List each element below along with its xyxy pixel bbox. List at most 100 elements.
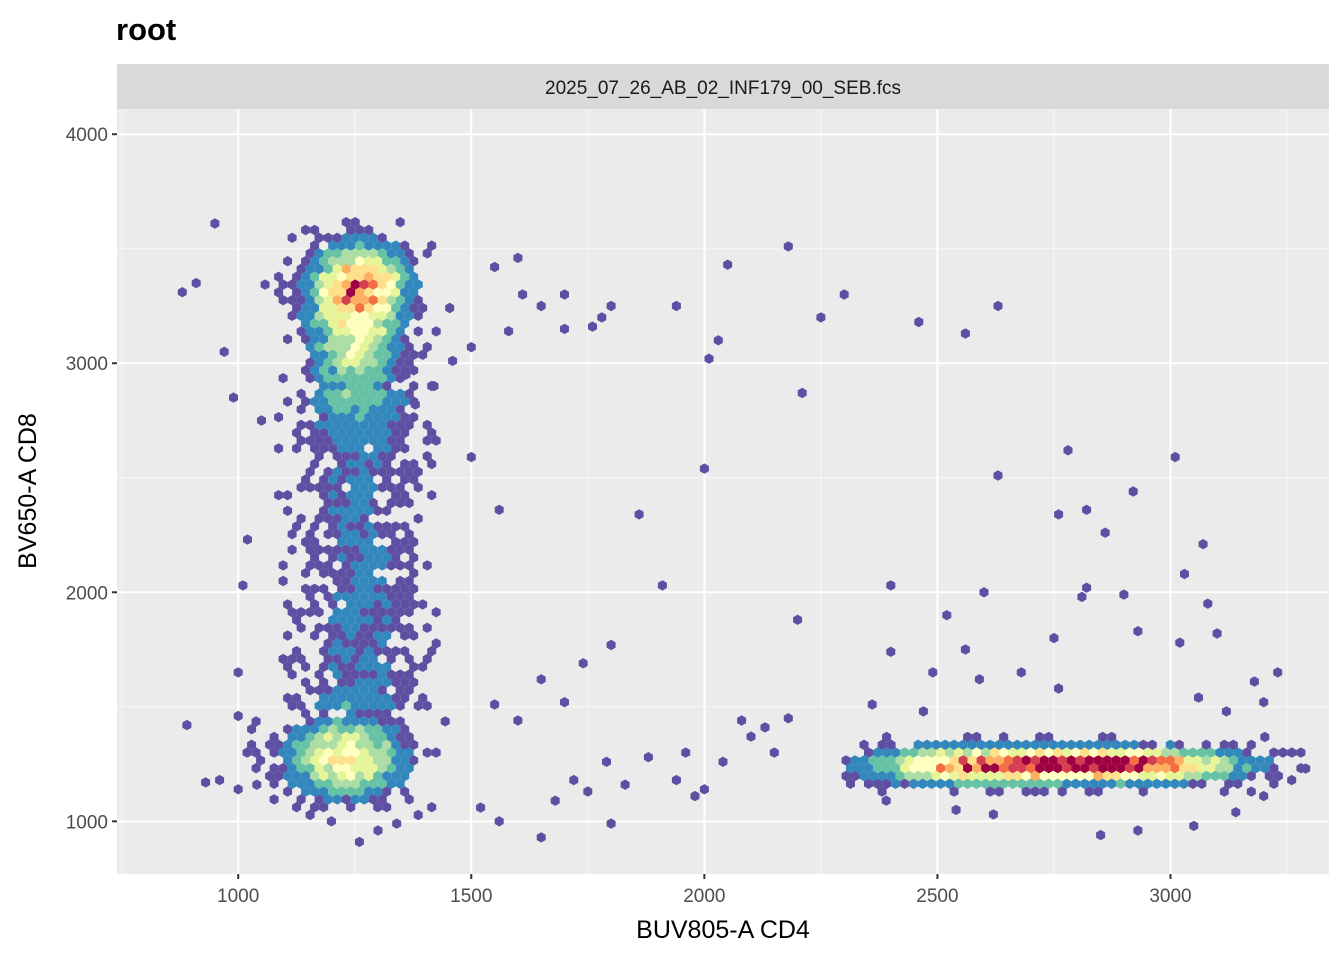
hex-bin xyxy=(346,396,356,407)
hex-bin xyxy=(963,763,973,774)
hex-bin xyxy=(346,661,356,672)
hex-bin xyxy=(413,466,423,477)
hex-bin xyxy=(400,396,410,407)
hex-bin-sparse xyxy=(657,580,667,591)
hex-bin xyxy=(391,271,401,282)
hex-bin xyxy=(373,318,383,329)
hex-bin xyxy=(1116,747,1126,758)
hex-bin xyxy=(332,622,342,633)
hex-bin xyxy=(350,217,360,228)
hex-bin xyxy=(413,482,423,493)
hex-bin xyxy=(373,240,383,251)
hex-bin xyxy=(301,708,311,719)
hex-bin xyxy=(305,466,315,477)
hex-bin xyxy=(278,653,288,665)
hex-bin xyxy=(1237,770,1247,782)
hex-bin xyxy=(931,770,941,782)
hex-bin xyxy=(305,731,315,743)
hex-bin xyxy=(355,708,365,719)
hex-bin xyxy=(377,607,387,618)
hex-bin xyxy=(994,739,1004,750)
hex-bin xyxy=(445,302,455,314)
hex-bin xyxy=(359,232,369,243)
hex-bin-sparse xyxy=(1119,589,1129,600)
hex-bin xyxy=(1075,739,1085,750)
hex-bin xyxy=(418,661,428,672)
hex-bin xyxy=(341,560,351,571)
hex-bin xyxy=(319,302,329,314)
hex-bin xyxy=(1147,770,1157,782)
hex-bin xyxy=(328,287,338,298)
hex-bin xyxy=(985,755,995,766)
hex-bin-sparse xyxy=(191,277,201,289)
hex-bin xyxy=(287,747,297,758)
hex-bin xyxy=(377,622,387,633)
hex-bin xyxy=(981,763,991,774)
hex-bin xyxy=(1161,747,1171,758)
hex-bin xyxy=(391,427,401,438)
hex-bin xyxy=(954,778,964,789)
hex-bin xyxy=(373,724,383,735)
hex-bin xyxy=(328,521,338,532)
hex-bin xyxy=(359,716,369,727)
hex-bin xyxy=(1026,747,1036,758)
hex-bin xyxy=(341,794,351,805)
hex-bin-sparse xyxy=(620,779,630,790)
hex-bin xyxy=(1021,739,1031,750)
hex-bin xyxy=(332,653,342,665)
hex-bin-sparse xyxy=(583,786,593,797)
hex-bin xyxy=(350,685,360,696)
hex-bin xyxy=(314,669,324,680)
hex-bin xyxy=(377,248,387,259)
hex-bin xyxy=(337,271,347,282)
hex-bin xyxy=(431,747,441,758)
hex-bin-sparse xyxy=(243,534,252,545)
hex-bin xyxy=(1003,770,1013,782)
hex-bin-sparse xyxy=(839,289,849,300)
hex-bin xyxy=(314,794,324,805)
hex-bin xyxy=(314,544,324,555)
y-tick-label: 2000 xyxy=(66,583,108,604)
hex-bin xyxy=(310,599,320,610)
hex-bin xyxy=(359,700,369,711)
hex-bin xyxy=(355,583,365,594)
hex-bin xyxy=(877,770,887,782)
hex-bin xyxy=(355,661,365,672)
hex-bin xyxy=(395,279,405,290)
hex-bin xyxy=(976,755,986,766)
hex-bin xyxy=(359,295,369,306)
hex-bin xyxy=(1134,778,1144,789)
hex-bin xyxy=(1242,747,1252,758)
hex-bin xyxy=(323,513,333,524)
hex-bin xyxy=(1120,770,1130,782)
hex-bin xyxy=(359,404,369,415)
hex-bin xyxy=(395,591,405,602)
hex-bin xyxy=(1080,778,1090,789)
hex-bin-sparse xyxy=(797,387,807,399)
hex-bin xyxy=(337,677,347,688)
hex-bin xyxy=(422,560,432,571)
hex-bin xyxy=(1098,763,1108,774)
hex-bin xyxy=(895,770,905,782)
hex-bin xyxy=(368,529,378,540)
hex-bin xyxy=(305,591,315,602)
hex-bin xyxy=(341,513,351,524)
hex-bin xyxy=(341,466,351,477)
hex-bin xyxy=(341,373,351,384)
hex-bin xyxy=(1174,770,1184,782)
hex-bin xyxy=(332,248,342,259)
hex-bin xyxy=(409,661,419,672)
hex-bin xyxy=(359,497,369,509)
hex-bin xyxy=(377,279,387,290)
hex-bin xyxy=(949,786,959,797)
hex-bin-sparse xyxy=(448,355,458,367)
hex-bin xyxy=(882,763,892,774)
hex-bin xyxy=(310,630,320,641)
hex-bin xyxy=(377,700,387,711)
hex-bin xyxy=(364,490,374,501)
hex-bin xyxy=(1057,755,1067,766)
hex-bin xyxy=(314,263,324,275)
hex-bin xyxy=(274,770,284,782)
hex-bin xyxy=(382,661,392,672)
hex-bin xyxy=(337,302,347,314)
